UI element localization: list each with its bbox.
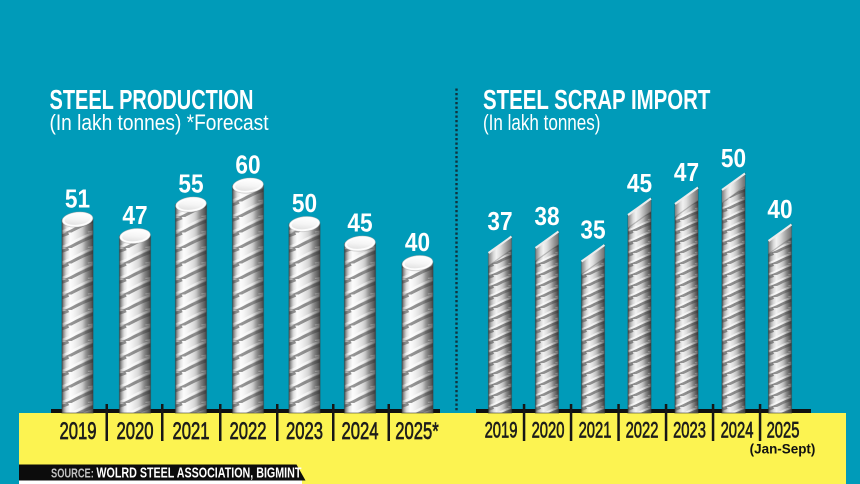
svg-text:2020: 2020 bbox=[116, 418, 153, 445]
svg-text:(In lakh tonnes): (In lakh tonnes) bbox=[483, 111, 600, 136]
svg-text:38: 38 bbox=[534, 203, 559, 232]
svg-text:40: 40 bbox=[405, 229, 430, 258]
svg-text:2023: 2023 bbox=[286, 418, 323, 445]
svg-text:2022: 2022 bbox=[229, 418, 266, 445]
svg-text:45: 45 bbox=[627, 170, 652, 199]
svg-text:2025: 2025 bbox=[767, 419, 800, 444]
svg-text:47: 47 bbox=[122, 202, 147, 231]
svg-text:60: 60 bbox=[235, 151, 260, 180]
svg-text:2023: 2023 bbox=[673, 419, 706, 444]
svg-text:55: 55 bbox=[178, 170, 203, 199]
svg-text:2021: 2021 bbox=[172, 418, 209, 445]
svg-text:(In lakh tonnes) *Forecast: (In lakh tonnes) *Forecast bbox=[50, 111, 269, 136]
svg-text:2021: 2021 bbox=[579, 419, 612, 444]
svg-text:50: 50 bbox=[292, 190, 317, 219]
svg-text:STEEL SCRAP IMPORT: STEEL SCRAP IMPORT bbox=[483, 85, 710, 116]
svg-text:2020: 2020 bbox=[532, 419, 565, 444]
svg-text:SOURCE: WOLRD STEEL ASSOCIATIO: SOURCE: WOLRD STEEL ASSOCIATION, BIGMINT bbox=[51, 464, 301, 481]
svg-text:35: 35 bbox=[580, 216, 605, 245]
svg-text:2022: 2022 bbox=[626, 419, 659, 444]
svg-text:2024: 2024 bbox=[341, 418, 378, 445]
svg-text:2019: 2019 bbox=[59, 418, 96, 445]
svg-text:45: 45 bbox=[347, 209, 372, 238]
svg-text:51: 51 bbox=[65, 185, 90, 214]
svg-text:37: 37 bbox=[487, 208, 512, 237]
svg-text:2024: 2024 bbox=[721, 419, 754, 444]
svg-text:2025*: 2025* bbox=[395, 418, 439, 445]
svg-text:40: 40 bbox=[767, 196, 792, 225]
svg-text:50: 50 bbox=[721, 145, 746, 174]
svg-text:(Jan-Sept): (Jan-Sept) bbox=[750, 441, 816, 456]
svg-text:STEEL PRODUCTION: STEEL PRODUCTION bbox=[50, 85, 254, 116]
svg-text:2019: 2019 bbox=[485, 419, 518, 444]
svg-text:47: 47 bbox=[674, 159, 699, 188]
